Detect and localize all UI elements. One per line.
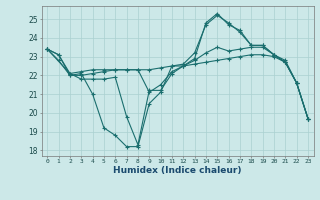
X-axis label: Humidex (Indice chaleur): Humidex (Indice chaleur) (113, 166, 242, 175)
